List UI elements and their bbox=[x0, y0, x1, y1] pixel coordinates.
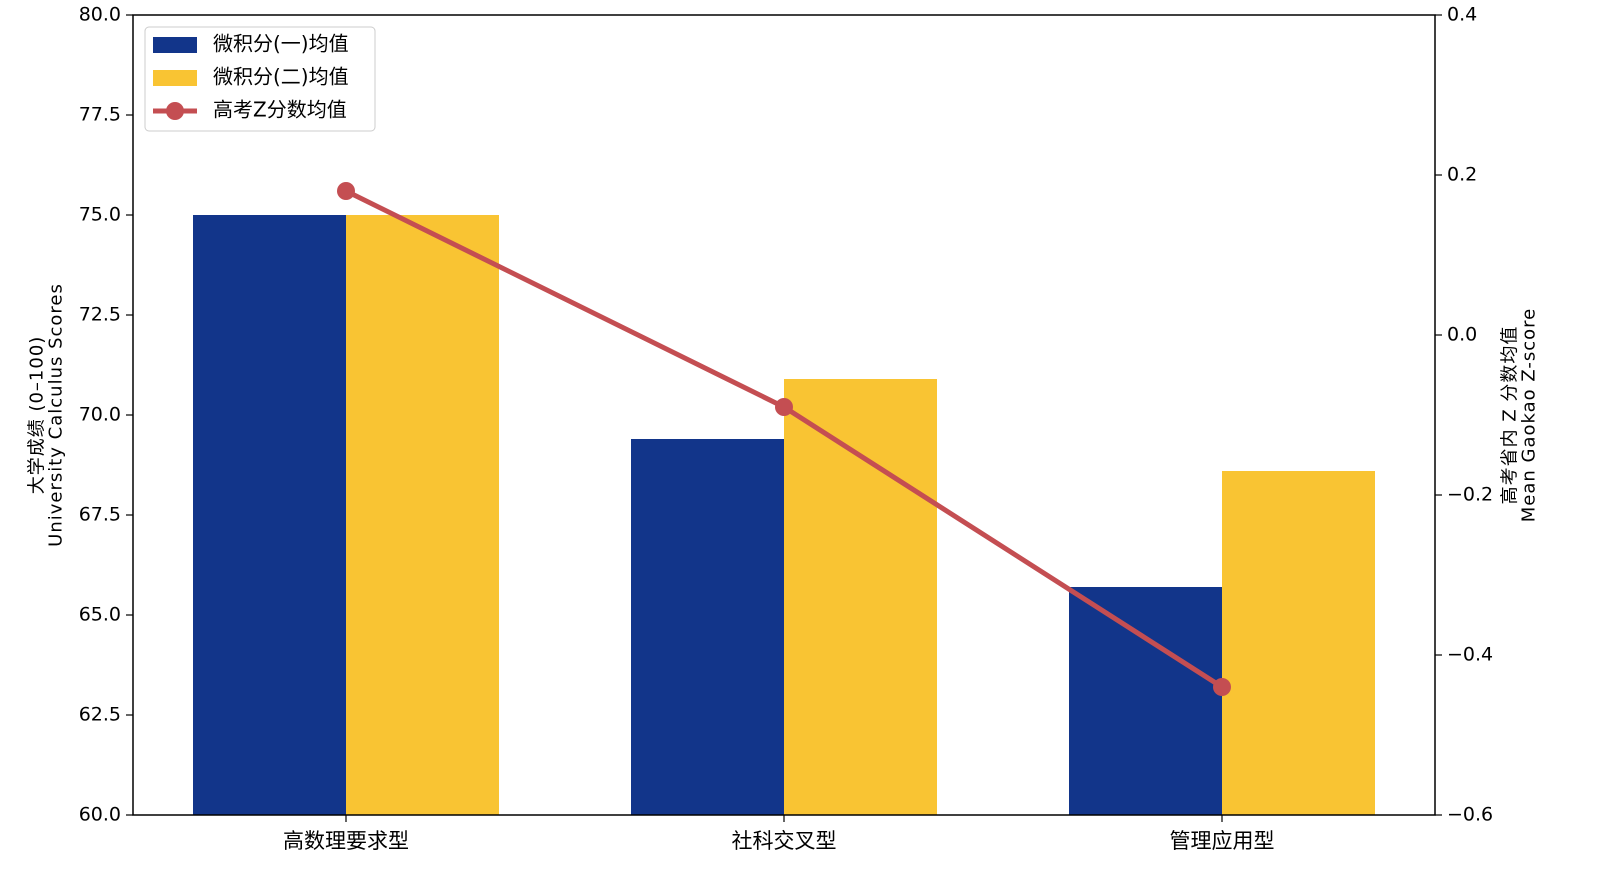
y2-tick-label: −0.6 bbox=[1447, 804, 1493, 826]
y-tick-label: 62.5 bbox=[79, 704, 121, 726]
y-tick-label: 75.0 bbox=[79, 204, 121, 226]
bar bbox=[1222, 471, 1375, 815]
ylabel: University Calculus Scores bbox=[46, 283, 67, 547]
y2-tick-label: 0.4 bbox=[1447, 4, 1477, 26]
y-tick-label: 80.0 bbox=[79, 4, 121, 26]
bar bbox=[346, 215, 499, 815]
legend-swatch bbox=[153, 37, 197, 53]
y-tick-label: 60.0 bbox=[79, 804, 121, 826]
y-tick-label: 65.0 bbox=[79, 604, 121, 626]
line-marker bbox=[775, 398, 793, 416]
y2-tick-label: −0.4 bbox=[1447, 644, 1493, 666]
legend-label: 微积分(二)均值 bbox=[213, 65, 349, 89]
legend-box bbox=[144, 26, 376, 132]
bar bbox=[631, 439, 784, 815]
y-tick-label: 70.0 bbox=[79, 404, 121, 426]
legend-label: 微积分(一)均值 bbox=[213, 32, 349, 56]
y2label: 高考省内 Z 分数均值 bbox=[1500, 326, 1521, 505]
y-tick-label: 72.5 bbox=[79, 304, 121, 326]
bar bbox=[784, 379, 937, 815]
axis-label: 大学成绩 (0–100)University Calculus Scores bbox=[27, 283, 67, 547]
y-tick-label: 67.5 bbox=[79, 504, 121, 526]
y2-tick-label: −0.2 bbox=[1447, 484, 1493, 506]
x-tick-label: 管理应用型 bbox=[1170, 829, 1275, 853]
ylabel: 大学成绩 (0–100) bbox=[27, 336, 48, 495]
y2-tick-label: 0.0 bbox=[1447, 324, 1477, 346]
y-tick-label: 77.5 bbox=[79, 104, 121, 126]
bar bbox=[1069, 587, 1222, 815]
x-tick-label: 社科交叉型 bbox=[732, 829, 837, 853]
legend-swatch bbox=[153, 70, 197, 86]
line-marker bbox=[337, 182, 355, 200]
y2-tick-label: 0.2 bbox=[1447, 164, 1477, 186]
y2label: Mean Gaokao Z-score bbox=[1519, 308, 1540, 523]
bar bbox=[193, 215, 346, 815]
x-tick-label: 高数理要求型 bbox=[283, 829, 409, 853]
legend-marker bbox=[166, 102, 184, 120]
line-marker bbox=[1213, 678, 1231, 696]
legend-label: 高考Z分数均值 bbox=[213, 98, 347, 122]
